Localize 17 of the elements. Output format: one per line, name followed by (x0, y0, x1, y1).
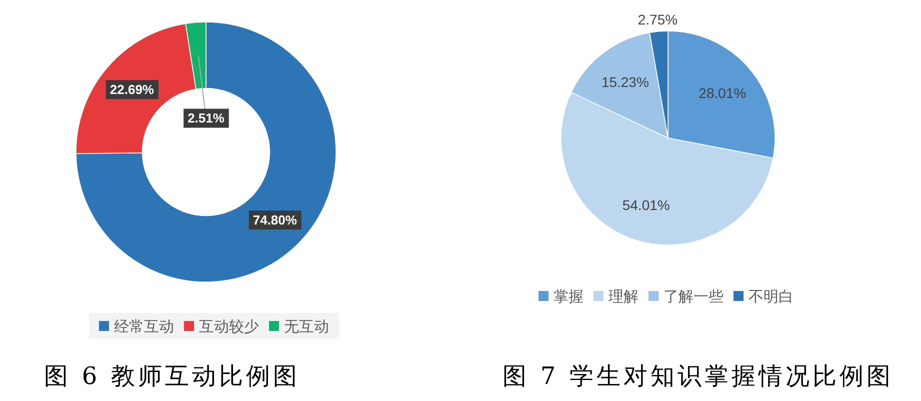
legend-label: 了解一些 (664, 288, 724, 306)
data-label: 2.75% (638, 11, 678, 28)
legend-label: 经常互动 (114, 318, 174, 336)
data-label: 15.23% (601, 74, 649, 90)
donut-slice (76, 22, 336, 282)
legend-label: 无互动 (284, 318, 329, 336)
legend-label: 互动较少 (199, 318, 259, 336)
data-label: 54.01% (622, 197, 670, 214)
legend-label: 不明白 (748, 288, 794, 306)
legend-label: 掌握 (554, 288, 584, 306)
data-label: 28.01% (698, 85, 746, 101)
data-label: 2.51% (188, 110, 225, 126)
data-label: 74.80% (252, 212, 298, 228)
legend-label: 理解 (608, 288, 638, 306)
caption: 图 6 教师互动比例图 (44, 362, 300, 390)
data-label: 22.69% (110, 82, 154, 98)
caption: 图 7 学生对知识掌握情况比例图 (502, 362, 894, 390)
